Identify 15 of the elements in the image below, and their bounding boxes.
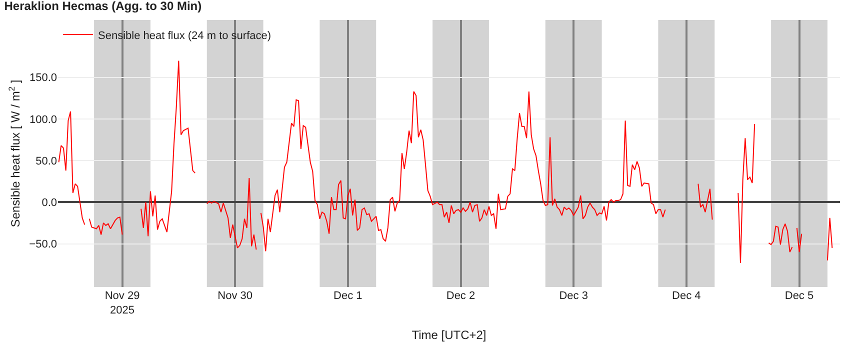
chart-title: Heraklion Hecmas (Agg. to 30 Min) (4, 0, 202, 14)
legend-label: Sensible heat flux (24 m to surface) (98, 30, 272, 42)
y-tick-label: 50.0 (36, 155, 57, 168)
y-tick-label: 100.0 (29, 114, 57, 126)
y-tick-label: −50.0 (29, 238, 57, 251)
y-tick-label: 150.0 (29, 72, 57, 84)
x-tick-label: Dec 4 (672, 290, 701, 302)
x-axis-title: Time [UTC+2] (412, 328, 486, 342)
x-tick-label: Dec 1 (334, 290, 362, 302)
x-tick-label: Nov 29 2025 (104, 290, 140, 316)
y-tick-label: 0.0 (42, 197, 57, 210)
x-tick-label: Dec 3 (559, 290, 588, 302)
x-tick-label: Nov 30 (218, 290, 253, 302)
x-tick-label: Dec 2 (446, 290, 476, 302)
x-tick-label: Dec 5 (784, 290, 814, 302)
